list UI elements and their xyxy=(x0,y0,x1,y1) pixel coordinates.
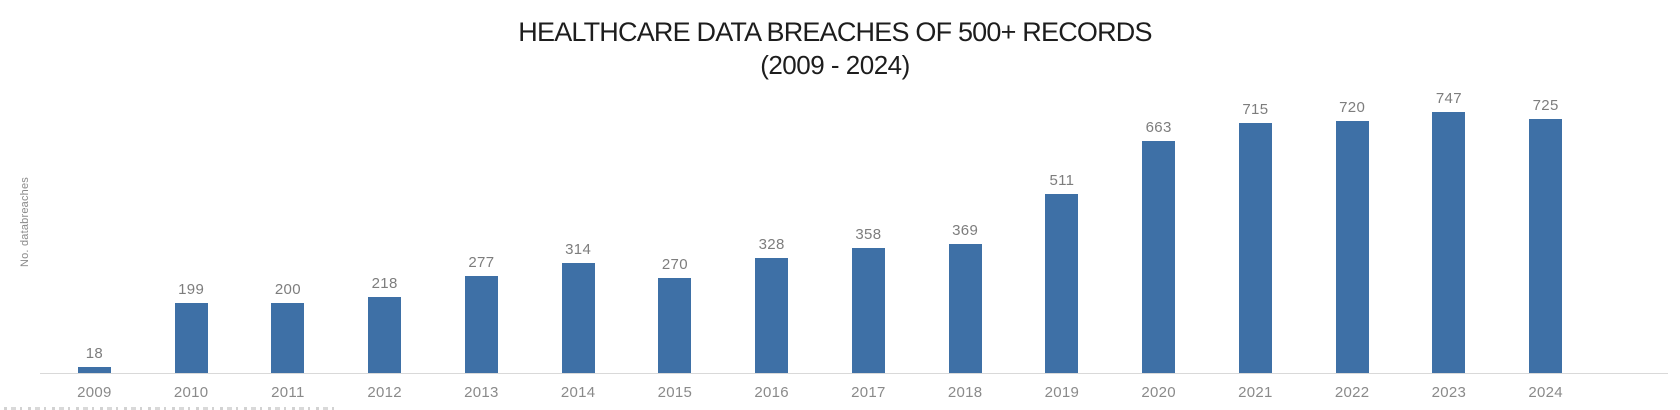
x-tick-label-2019: 2019 xyxy=(1044,384,1080,401)
x-tick-label-2009: 2009 xyxy=(77,384,112,401)
bar-group-2019: 511 2019 xyxy=(1014,88,1111,401)
bar-value-label-2013: 277 xyxy=(468,254,495,271)
bar-value-label-2018: 369 xyxy=(952,222,979,239)
bar-2019 xyxy=(1045,194,1079,373)
bar-group-2014: 314 2014 xyxy=(530,88,627,401)
x-tick-label-2018: 2018 xyxy=(947,384,983,401)
x-axis-line xyxy=(40,373,1668,374)
bar-2018 xyxy=(948,244,982,373)
bar-group-2015: 270 2015 xyxy=(627,88,724,401)
bar-value-label-2019: 511 xyxy=(1049,172,1075,189)
bar-value-label-2011: 200 xyxy=(274,281,301,298)
bar-group-2017: 358 2017 xyxy=(820,88,917,401)
x-tick-label-2015: 2015 xyxy=(657,384,693,401)
x-tick-label-2021: 2021 xyxy=(1238,384,1273,401)
bar-value-label-2012: 218 xyxy=(371,275,398,292)
x-tick-label-2014: 2014 xyxy=(560,384,596,401)
x-tick-label-2022: 2022 xyxy=(1334,384,1370,401)
bar-2010 xyxy=(174,303,208,373)
bar-2022 xyxy=(1335,121,1369,373)
y-axis-label: No. databreaches xyxy=(19,176,31,268)
x-tick-label-2023: 2023 xyxy=(1431,384,1467,401)
bar-group-2009: 18 2009 xyxy=(46,88,143,401)
bar-value-label-2024: 725 xyxy=(1532,97,1559,114)
bars-row: 18 2009 199 2010 200 2011 218 2012 277 2013 314 201… xyxy=(46,88,1594,401)
x-tick-label-2016: 2016 xyxy=(754,384,789,401)
bar-value-label-2020: 663 xyxy=(1145,119,1172,136)
bar-group-2016: 328 2016 xyxy=(723,88,820,401)
bar-value-label-2021: 715 xyxy=(1242,101,1269,118)
bar-value-label-2015: 270 xyxy=(661,256,688,273)
bar-2021 xyxy=(1238,123,1272,373)
x-tick-label-2011: 2011 xyxy=(271,384,305,401)
bar-group-2013: 277 2013 xyxy=(433,88,530,401)
clipped-footnote-text xyxy=(4,407,334,410)
bar-value-label-2022: 720 xyxy=(1339,99,1366,116)
title-block: HEALTHCARE DATA BREACHES OF 500+ RECORDS… xyxy=(0,16,1670,80)
bar-group-2024: 725 2024 xyxy=(1497,88,1594,401)
bar-2015 xyxy=(658,278,692,373)
bar-2013 xyxy=(464,276,498,373)
x-tick-label-2020: 2020 xyxy=(1141,384,1176,401)
x-tick-label-2012: 2012 xyxy=(367,384,402,401)
bar-2020 xyxy=(1142,141,1176,373)
x-tick-label-2010: 2010 xyxy=(173,384,209,401)
bar-2012 xyxy=(368,297,402,373)
bar-value-label-2017: 358 xyxy=(855,226,882,243)
bar-group-2012: 218 2012 xyxy=(336,88,433,401)
bar-value-label-2009: 18 xyxy=(85,345,104,362)
bar-2024 xyxy=(1529,119,1563,373)
bar-value-label-2014: 314 xyxy=(565,241,592,258)
bar-group-2022: 720 2022 xyxy=(1304,88,1401,401)
bar-group-2023: 747 2023 xyxy=(1401,88,1498,401)
chart-title: HEALTHCARE DATA BREACHES OF 500+ RECORDS xyxy=(518,17,1152,47)
bar-group-2011: 200 2011 xyxy=(240,88,337,401)
bar-group-2020: 663 2020 xyxy=(1110,88,1207,401)
bar-group-2018: 369 2018 xyxy=(917,88,1014,401)
bar-group-2010: 199 2010 xyxy=(143,88,240,401)
x-tick-label-2024: 2024 xyxy=(1528,384,1563,401)
plot-area: 18 2009 199 2010 200 2011 218 2012 277 2013 314 201… xyxy=(40,88,1668,401)
bar-value-label-2016: 328 xyxy=(758,236,785,253)
bar-2011 xyxy=(271,303,305,373)
bar-2023 xyxy=(1432,112,1466,373)
x-tick-label-2017: 2017 xyxy=(851,384,886,401)
bar-2014 xyxy=(561,263,595,373)
x-tick-label-2013: 2013 xyxy=(464,384,499,401)
chart-subtitle: (2009 - 2024) xyxy=(760,50,910,80)
bar-2017 xyxy=(851,248,885,373)
bar-group-2021: 715 2021 xyxy=(1207,88,1304,401)
bar-value-label-2010: 199 xyxy=(178,281,205,298)
bar-value-label-2023: 747 xyxy=(1435,90,1462,107)
bar-2016 xyxy=(755,258,789,373)
bar-2009 xyxy=(77,367,111,373)
